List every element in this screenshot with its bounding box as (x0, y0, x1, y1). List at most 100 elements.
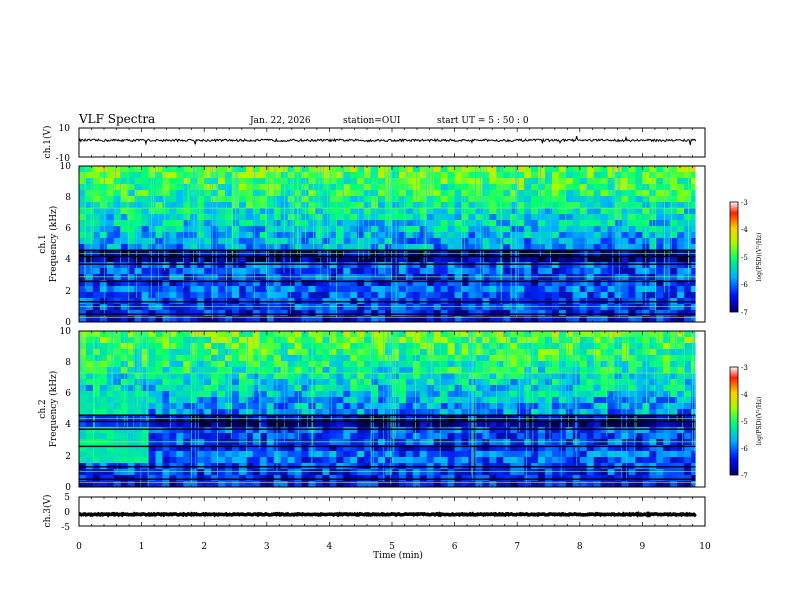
spec2-cell (545, 481, 553, 488)
spec1-cell (106, 268, 115, 275)
spec1-cell (503, 280, 511, 287)
spec2-cell (649, 403, 657, 410)
spec2-cell (252, 421, 261, 428)
spec2-cell (649, 331, 657, 338)
spec1-cell (496, 184, 504, 191)
spec1-cell (565, 304, 574, 311)
spec2-cell (677, 397, 685, 404)
spec1-cell (364, 202, 372, 209)
spec2-cell (593, 439, 602, 446)
spec1-cell (419, 280, 428, 287)
spec2-cell (670, 361, 678, 368)
spec2-cell (190, 391, 198, 398)
spec1-cell (204, 244, 212, 251)
spec1-cell (586, 262, 595, 269)
spec1-cell (232, 310, 240, 317)
spec1-cell (538, 220, 546, 227)
spec2-cell (218, 337, 226, 344)
spec1-cell (468, 262, 476, 269)
spec1-cell (398, 280, 407, 287)
spec1-cell (447, 166, 455, 173)
spec1-cell (148, 256, 156, 263)
spec1-cell (134, 304, 142, 311)
spec1-cell (155, 304, 163, 311)
spec2-cell (600, 349, 609, 356)
spec1-cell (684, 256, 692, 263)
spec2-cell (364, 367, 372, 374)
spec1-cell (593, 214, 602, 221)
spec1-cell (113, 190, 122, 197)
spec1-cell (551, 208, 560, 215)
spec1-cell (489, 292, 497, 299)
spec2-cell (656, 409, 664, 416)
spec2-cell (329, 397, 337, 404)
spec2-cell (670, 421, 678, 428)
spec1-cell (385, 286, 393, 293)
spec1-cell (266, 178, 275, 185)
spec2-cell (524, 481, 532, 488)
spec1-cell (691, 268, 699, 275)
spec2-cell (656, 331, 664, 338)
spec1-cell (127, 304, 136, 311)
spec1-cell (245, 310, 254, 317)
spec2-cell (621, 349, 629, 356)
spec1-cell (259, 238, 268, 245)
spec1-cell (106, 262, 115, 269)
spec2-cell (426, 409, 435, 416)
spec2-cell (350, 421, 358, 428)
spec2-cell (106, 385, 115, 392)
spec2-cell (593, 355, 602, 362)
spec1-cell (628, 202, 636, 209)
spec2-cell (551, 337, 560, 344)
spec1-cell (350, 280, 358, 287)
spec2-cell (378, 367, 386, 374)
spec1-cell (190, 262, 198, 269)
spec1-cell (496, 244, 504, 251)
spec2-cell (371, 361, 379, 368)
spec1-cell (572, 190, 581, 197)
spec2-cell (85, 337, 94, 344)
spec2-cell (162, 373, 170, 380)
spec2-cell (677, 421, 685, 428)
spec2-cell (628, 433, 636, 440)
spec2-cell (649, 397, 657, 404)
spec2-cell (586, 397, 595, 404)
spec1-cell (579, 202, 588, 209)
spec1-cell (635, 316, 643, 323)
spec1-cell (545, 214, 553, 221)
spec2-cell (482, 439, 490, 446)
spec1-cell (545, 202, 553, 209)
spec1-cell (586, 226, 595, 233)
spec1-cell (677, 310, 685, 317)
spec1-cell (238, 316, 247, 323)
spec1-cell (565, 280, 574, 287)
spec1-cell (600, 286, 609, 293)
spec2-cell (447, 421, 455, 428)
spec2-cell (642, 397, 650, 404)
spec2-cell (266, 403, 275, 410)
spec1-cell (475, 190, 483, 197)
spec1-cell (461, 196, 469, 203)
spec2-cell (677, 403, 685, 410)
spec2-cell (99, 469, 108, 476)
spec2-cell (607, 481, 615, 488)
spec2-cell (558, 445, 567, 452)
spec2-cell (183, 457, 191, 464)
spec2-cell (176, 361, 184, 368)
spec2-cell (579, 367, 588, 374)
spec2-cell (378, 331, 386, 338)
spec1-cell (287, 244, 296, 251)
spec1-cell (197, 274, 205, 281)
spec2-cell (350, 481, 358, 488)
spec2-cell (315, 397, 323, 404)
spec1-cell (266, 304, 275, 311)
spec1-cell (336, 226, 344, 233)
spec2-cell (378, 481, 386, 488)
spec1-cell (113, 244, 122, 251)
spec1-cell (405, 202, 414, 209)
spec2-cell (586, 337, 595, 344)
spec2-cell (343, 337, 351, 344)
spec2-cell (225, 433, 233, 440)
spec1-cell (336, 202, 344, 209)
spec1-cell (211, 232, 219, 239)
